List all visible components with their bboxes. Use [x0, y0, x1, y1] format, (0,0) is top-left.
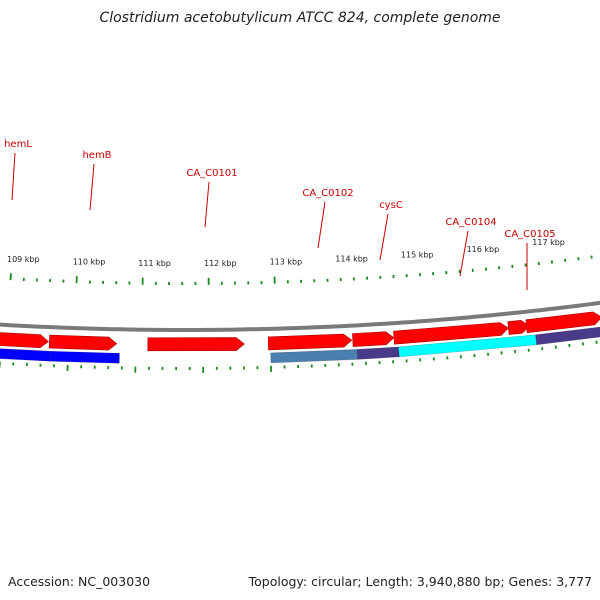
tick-label: 116 kbp	[467, 245, 500, 254]
tick-label: 113 kbp	[270, 257, 303, 266]
cds-arrow	[393, 322, 509, 345]
cds-arrow	[48, 334, 118, 351]
gene-label-heml: hemL	[4, 139, 32, 150]
tick-label: 114 kbp	[335, 255, 368, 264]
kbp-tick-labels: 109 kbp 110 kbp 111 kbp 112 kbp 113 kbp 114 k…	[7, 238, 565, 268]
map-title: Clostridium acetobutylicum ATCC 824, com…	[99, 10, 501, 26]
cog-feature-band	[0, 326, 600, 364]
gene-label-cysc: cysC	[379, 200, 403, 211]
cds-arrow	[0, 332, 49, 349]
label-leader-line	[11, 152, 16, 201]
cog-block-hemb	[50, 350, 120, 364]
tick-label: 112 kbp	[204, 259, 237, 268]
tick-label: 115 kbp	[401, 250, 434, 259]
gene-label-lines	[11, 152, 528, 290]
gene-label-ca-c0105: CA_C0105	[504, 229, 555, 240]
outer-tick-marks	[0, 340, 598, 373]
cog-block-ca-c0102	[270, 349, 359, 364]
cds-arrow	[147, 337, 245, 352]
tick-label: 117 kbp	[532, 238, 565, 247]
cog-block-heml	[0, 348, 52, 362]
cog-block-ca-c0105	[535, 326, 600, 346]
genome-summary-text: Topology: circular; Length: 3,940,880 bp…	[248, 574, 592, 589]
accession-text: Accession: NC_003030	[8, 574, 151, 589]
label-leader-line	[204, 181, 210, 228]
label-leader-line	[89, 163, 95, 211]
cds-arrow	[267, 333, 353, 351]
gene-labels: hemL hemB CA_C0101 CA_C0102 cysC CA_C0104 CA_C…	[4, 139, 556, 240]
inner-tick-marks	[9, 255, 593, 286]
gene-label-ca-c0104: CA_C0104	[445, 217, 496, 228]
label-leader-line	[317, 201, 326, 249]
label-leader-line	[459, 230, 469, 277]
cog-block-cysc	[356, 346, 400, 360]
cds-arrow	[352, 331, 395, 347]
backbone-arc	[0, 300, 600, 332]
gene-label-ca-c0102: CA_C0102	[302, 188, 353, 199]
cds-arrow	[507, 319, 531, 335]
label-leader-line	[379, 213, 389, 261]
gene-label-ca-c0101: CA_C0101	[186, 168, 237, 179]
tick-label: 110 kbp	[73, 258, 106, 267]
cds-arrow	[525, 311, 600, 334]
gene-label-hemb: hemB	[82, 150, 111, 161]
tick-label: 111 kbp	[138, 259, 171, 268]
genome-backbone	[0, 300, 600, 332]
cds-arrows	[0, 311, 600, 352]
tick-label: 109 kbp	[7, 255, 40, 264]
